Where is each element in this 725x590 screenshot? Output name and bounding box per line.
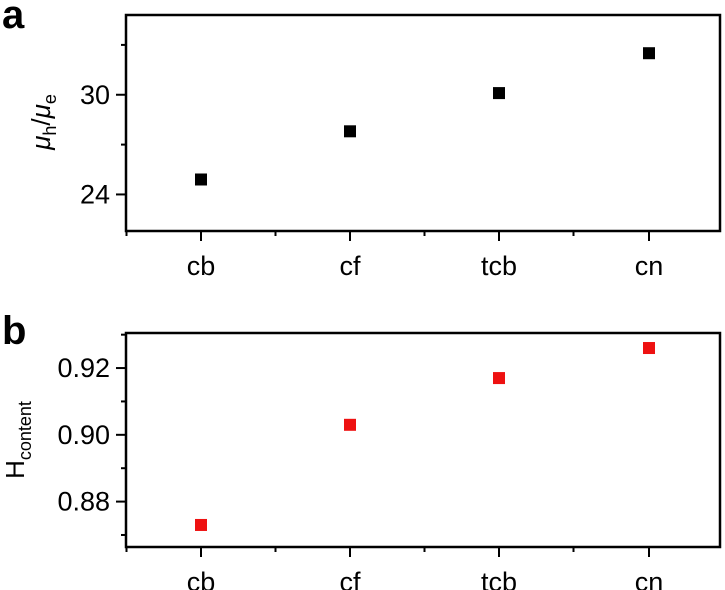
panel-a-ylabel-sub-1: h [40, 126, 60, 136]
y-tick-label: 24 [80, 179, 110, 209]
data-point-cb [195, 173, 207, 186]
y-tick-label: 0.90 [57, 420, 110, 450]
data-point-tcb [493, 372, 505, 385]
panel-a-plot-frame [124, 13, 722, 233]
panel-b-plot-frame [124, 331, 722, 549]
x-tick-label: cb [187, 251, 216, 281]
panel-a-ticks [116, 43, 650, 241]
x-tick-label: cn [635, 567, 664, 590]
panel-a-ylabel-symbol-1: μ [26, 136, 56, 151]
panel-b: b 0.88 0.90 0.92 cb cf tcb cn Hcontent [0, 309, 722, 590]
data-point-cf [344, 125, 356, 138]
panel-b-ticks [116, 333, 650, 557]
y-tick-label: 0.88 [57, 487, 110, 517]
x-tick-label: tcb [481, 567, 517, 590]
x-tick-label: tcb [481, 251, 517, 281]
panel-a-tick-labels: 24 30 cb cf tcb cn [80, 80, 663, 281]
panel-a-label: a [2, 0, 25, 37]
panel-b-label: b [2, 309, 26, 353]
x-tick-label: cb [187, 567, 216, 590]
data-point-cb [195, 518, 207, 531]
x-tick-label: cf [339, 251, 361, 281]
data-point-cn [643, 342, 655, 355]
panel-a-ylabel-slash: / [26, 118, 56, 126]
panel-a-markers [195, 47, 655, 186]
panel-a-ylabel-sub-2: e [40, 94, 60, 104]
data-point-cf [344, 418, 356, 431]
x-tick-label: cf [339, 567, 361, 590]
panel-a-ylabel-symbol-2: μ [26, 104, 56, 119]
panel-b-ylabel-main: H [0, 460, 30, 479]
x-tick-label: cn [635, 251, 664, 281]
panel-a-y-axis-label: μh/μe [26, 94, 60, 151]
panel-b-ylabel-sub: content [15, 401, 35, 460]
y-tick-label: 30 [80, 80, 110, 110]
panel-b-tick-labels: 0.88 0.90 0.92 cb cf tcb cn [57, 353, 663, 590]
data-point-tcb [493, 87, 505, 100]
y-tick-label: 0.92 [57, 353, 110, 383]
panel-b-y-axis-label: Hcontent [0, 401, 35, 479]
panel-b-markers [195, 342, 655, 531]
data-point-cn [643, 47, 655, 60]
